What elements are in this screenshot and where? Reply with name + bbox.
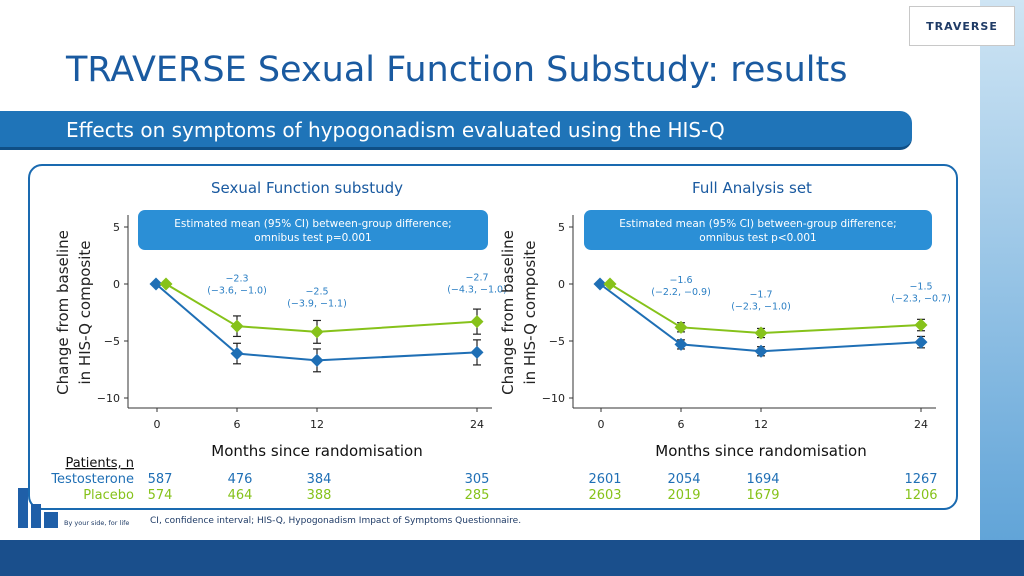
x-axis-label: Months since randomisation [655, 442, 866, 460]
patients-count: 388 [307, 488, 332, 503]
data-point-placebo [470, 315, 484, 329]
x-tick-label: 0 [154, 418, 161, 431]
company-tagline: By your side, for life [64, 519, 130, 527]
y-tick-label: 5 [558, 221, 565, 234]
subtitle-text: Effects on symptoms of hypogonadism eval… [66, 118, 725, 142]
footnote: CI, confidence interval; HIS-Q, Hypogona… [150, 516, 522, 526]
patients-row-label: Testosterone [50, 472, 134, 487]
bottom-bar [0, 540, 1024, 576]
chart-title: Sexual Function substudy [211, 179, 403, 197]
y-tick-label: 0 [558, 278, 565, 291]
y-tick-label: −10 [97, 392, 120, 405]
traverse-logo: TRAVERSE [909, 6, 1015, 46]
data-point-testosterone [754, 344, 768, 358]
patients-count: 305 [465, 472, 490, 487]
y-axis-label: in HIS-Q composite [521, 240, 539, 384]
data-point-placebo [603, 277, 617, 291]
x-axis-label: Months since randomisation [211, 442, 422, 460]
difference-label: −2.3 [225, 274, 248, 285]
page-title: TRAVERSE Sexual Function Substudy: resul… [66, 50, 848, 90]
y-tick-label: −5 [549, 335, 565, 348]
patients-count: 384 [307, 472, 332, 487]
data-point-placebo [310, 325, 324, 339]
y-tick-label: −10 [542, 392, 565, 405]
data-point-placebo [914, 318, 928, 332]
series-line-testosterone [599, 283, 922, 353]
difference-label: (−2.3, −1.0) [731, 302, 791, 313]
patients-count: 2601 [588, 472, 621, 487]
chart-title: Full Analysis set [692, 179, 812, 197]
series-line-placebo [609, 283, 922, 335]
y-tick-label: −5 [104, 335, 120, 348]
x-tick-label: 12 [310, 418, 324, 431]
data-point-testosterone [593, 277, 607, 291]
patients-row-label: Placebo [83, 488, 134, 503]
data-point-placebo [159, 277, 173, 291]
difference-label: (−2.2, −0.9) [651, 287, 711, 298]
patients-count: 285 [465, 488, 490, 503]
note-box [138, 210, 488, 250]
difference-label: −1.6 [669, 275, 692, 286]
y-axis-label: in HIS-Q composite [76, 240, 94, 384]
logo-text: TRAVERSE [926, 19, 998, 33]
y-tick-label: 5 [113, 221, 120, 234]
patients-count: 476 [228, 472, 253, 487]
patients-count: 1694 [746, 472, 779, 487]
data-point-placebo [754, 326, 768, 340]
y-axis-label: Change from baseline [54, 230, 72, 395]
data-point-testosterone [310, 353, 324, 367]
difference-label: −2.7 [465, 273, 488, 284]
subtitle-banner: Effects on symptoms of hypogonadism eval… [0, 111, 912, 150]
difference-label: (−3.9, −1.1) [287, 298, 347, 309]
difference-label: −2.5 [305, 286, 328, 297]
note-text: Estimated mean (95% CI) between-group di… [174, 218, 451, 230]
data-point-placebo [674, 320, 688, 334]
x-tick-label: 12 [754, 418, 768, 431]
patients-count: 1206 [904, 488, 937, 503]
data-point-testosterone [914, 335, 928, 349]
x-tick-label: 0 [598, 418, 605, 431]
data-point-placebo [230, 319, 244, 333]
note-text: Estimated mean (95% CI) between-group di… [619, 218, 896, 230]
patients-count: 1267 [904, 472, 937, 487]
patients-count: 2019 [667, 488, 700, 503]
patients-count: 574 [148, 488, 173, 503]
difference-label: (−2.3, −0.7) [891, 294, 951, 305]
note-box [584, 210, 932, 250]
y-axis-label: Change from baseline [499, 230, 517, 395]
patients-count: 464 [228, 488, 253, 503]
x-tick-label: 6 [678, 418, 685, 431]
difference-label: (−4.3, −1.0) [447, 285, 507, 296]
difference-label: −1.5 [909, 282, 932, 293]
series-line-testosterone [155, 283, 478, 362]
patients-header: Patients, n [65, 456, 134, 471]
x-tick-label: 6 [234, 418, 241, 431]
x-tick-label: 24 [914, 418, 928, 431]
data-point-testosterone [674, 337, 688, 351]
note-text: omnibus test p=0.001 [254, 232, 371, 244]
y-tick-label: 0 [113, 278, 120, 291]
company-logo: By your side, for life [18, 484, 138, 532]
patients-count: 1679 [746, 488, 779, 503]
patients-count: 2603 [588, 488, 621, 503]
x-tick-label: 24 [470, 418, 484, 431]
note-text: omnibus test p<0.001 [699, 232, 816, 244]
data-point-testosterone [230, 347, 244, 361]
data-point-testosterone [149, 277, 163, 291]
patients-count: 2054 [667, 472, 700, 487]
difference-label: (−3.6, −1.0) [207, 286, 267, 297]
series-line-placebo [165, 283, 478, 333]
difference-label: −1.7 [749, 290, 772, 301]
patients-count: 587 [148, 472, 173, 487]
data-point-testosterone [470, 345, 484, 359]
decorative-strip [980, 0, 1024, 576]
